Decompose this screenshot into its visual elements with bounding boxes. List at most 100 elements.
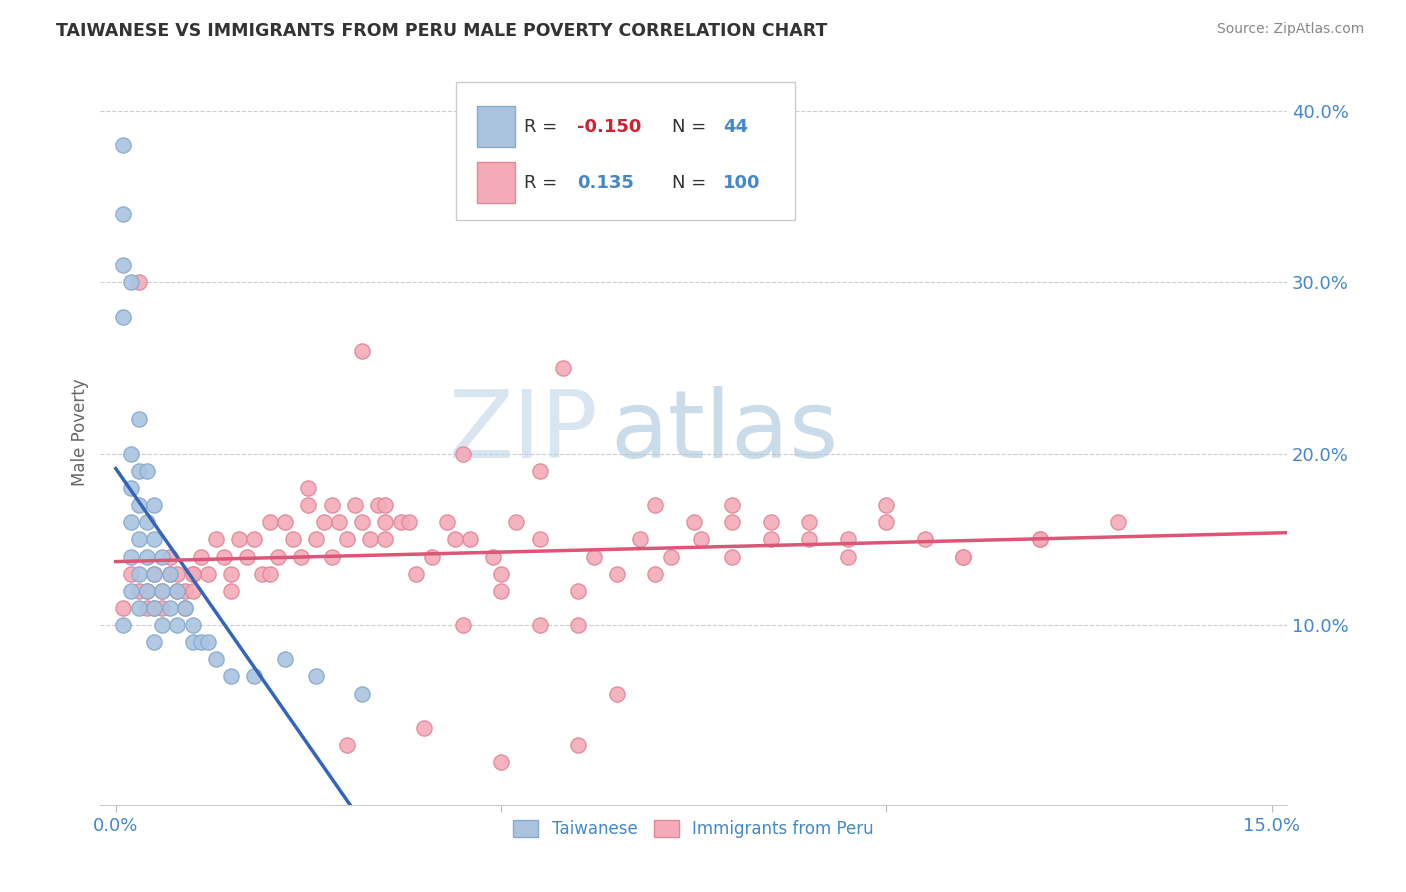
Point [159, 549, 181, 564]
Point [952, 549, 974, 564]
Point [150, 583, 173, 598]
Point [212, 549, 235, 564]
Point [682, 516, 704, 530]
Point [799, 533, 821, 547]
Point [420, 549, 443, 564]
Point [551, 361, 574, 376]
Point [489, 566, 512, 581]
Point [143, 601, 166, 615]
Point [135, 583, 157, 598]
Point [243, 533, 266, 547]
Point [359, 533, 381, 547]
Point [721, 498, 744, 512]
Point [389, 516, 412, 530]
Point [135, 549, 157, 564]
Point [166, 583, 188, 598]
Point [489, 755, 512, 769]
Point [436, 516, 458, 530]
Point [759, 516, 782, 530]
Point [120, 481, 142, 495]
Point [505, 516, 527, 530]
Point [128, 601, 150, 615]
Point [352, 343, 374, 358]
Point [374, 533, 396, 547]
Point [112, 310, 135, 324]
Point [305, 669, 328, 683]
Point [221, 583, 243, 598]
Point [458, 533, 481, 547]
Point [405, 566, 427, 581]
Point [181, 566, 204, 581]
Text: -0.150: -0.150 [578, 118, 641, 136]
Text: Source: ZipAtlas.com: Source: ZipAtlas.com [1216, 22, 1364, 37]
Point [451, 618, 474, 632]
Point [174, 583, 197, 598]
Point [236, 549, 259, 564]
Point [143, 498, 166, 512]
Point [336, 533, 359, 547]
Text: N =: N = [672, 174, 713, 192]
Point [799, 516, 821, 530]
Point [174, 601, 197, 615]
Point [190, 635, 212, 649]
Point [914, 533, 936, 547]
Point [150, 601, 173, 615]
Point [321, 549, 343, 564]
Point [1107, 516, 1129, 530]
Point [150, 618, 173, 632]
Point [143, 533, 166, 547]
Y-axis label: Male Poverty: Male Poverty [72, 378, 89, 486]
Point [328, 516, 350, 530]
Point [690, 533, 713, 547]
FancyBboxPatch shape [457, 82, 794, 219]
Text: 0.135: 0.135 [578, 174, 634, 192]
Point [135, 516, 157, 530]
Point [135, 464, 157, 478]
Point [143, 566, 166, 581]
Point [721, 516, 744, 530]
Point [197, 635, 219, 649]
Point [159, 566, 181, 581]
Point [644, 498, 666, 512]
Point [659, 549, 682, 564]
Point [135, 601, 157, 615]
Point [166, 618, 188, 632]
Point [128, 464, 150, 478]
Text: R =: R = [524, 118, 562, 136]
Point [250, 566, 273, 581]
Point [150, 549, 173, 564]
Text: 100: 100 [723, 174, 761, 192]
Point [120, 276, 142, 290]
Point [398, 516, 420, 530]
Point [120, 549, 142, 564]
Point [259, 516, 281, 530]
Point [112, 601, 135, 615]
Point [228, 533, 250, 547]
Point [1029, 533, 1052, 547]
Point [166, 583, 188, 598]
Point [582, 549, 605, 564]
Point [374, 516, 396, 530]
Point [529, 464, 551, 478]
Point [721, 549, 744, 564]
Point [489, 583, 512, 598]
Point [352, 687, 374, 701]
Point [205, 652, 228, 666]
Legend: Taiwanese, Immigrants from Peru: Taiwanese, Immigrants from Peru [506, 814, 880, 845]
Text: ZIP: ZIP [449, 386, 599, 478]
Point [181, 618, 204, 632]
Point [837, 549, 859, 564]
Point [143, 635, 166, 649]
Point [567, 583, 589, 598]
Point [413, 721, 436, 735]
Text: TAIWANESE VS IMMIGRANTS FROM PERU MALE POVERTY CORRELATION CHART: TAIWANESE VS IMMIGRANTS FROM PERU MALE P… [56, 22, 828, 40]
Point [297, 498, 319, 512]
Point [529, 533, 551, 547]
Point [482, 549, 505, 564]
Point [443, 533, 465, 547]
Point [120, 583, 142, 598]
Point [290, 549, 312, 564]
Point [274, 652, 297, 666]
Point [336, 738, 359, 752]
Point [243, 669, 266, 683]
